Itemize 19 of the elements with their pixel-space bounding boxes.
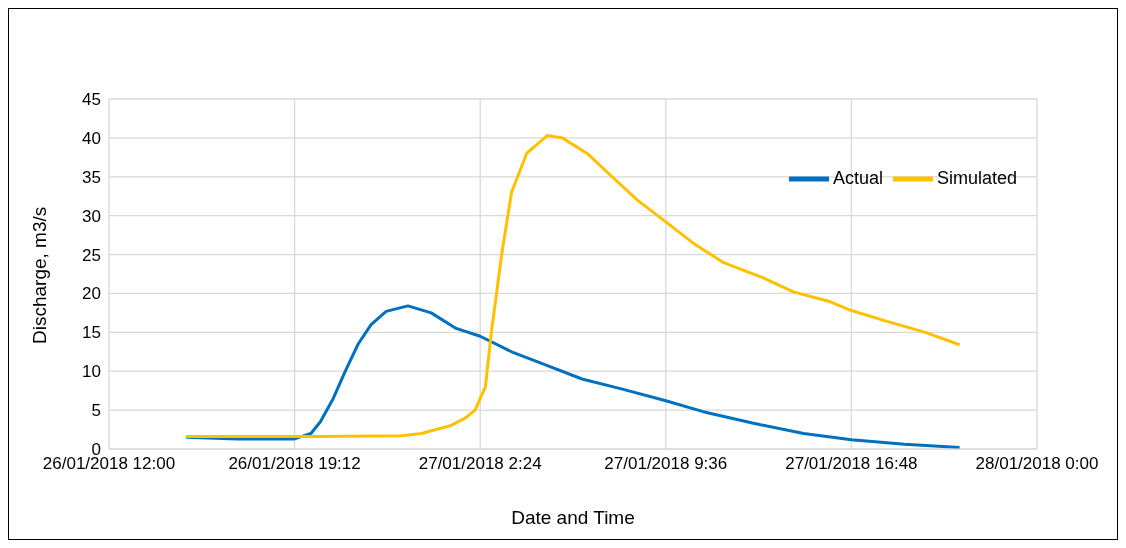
y-tick-label: 20 [82,284,101,304]
y-tick-label: 5 [91,401,101,421]
x-tick-label: 28/01/2018 0:00 [975,454,1099,474]
y-tick-label: 15 [82,323,101,343]
legend-label: Simulated [936,167,1017,188]
y-tick-label: 35 [82,167,101,187]
legend-label: Actual [832,167,883,188]
x-axis-title: Date and Time [511,507,635,528]
y-tick-label: 40 [82,128,101,148]
x-tick-label: 26/01/2018 19:12 [228,454,361,474]
y-tick-label: 10 [82,362,101,382]
x-tick-label: 27/01/2018 9:36 [604,454,728,474]
y-tick-label: 30 [82,206,101,226]
y-axis-title: Discharge, m3/s [28,206,50,344]
x-tick-label: 27/01/2018 16:48 [785,454,918,474]
y-tick-label: 25 [82,245,101,265]
x-tick-label: 27/01/2018 2:24 [418,454,542,474]
y-tick-label: 45 [82,90,101,110]
line-series [184,304,962,449]
